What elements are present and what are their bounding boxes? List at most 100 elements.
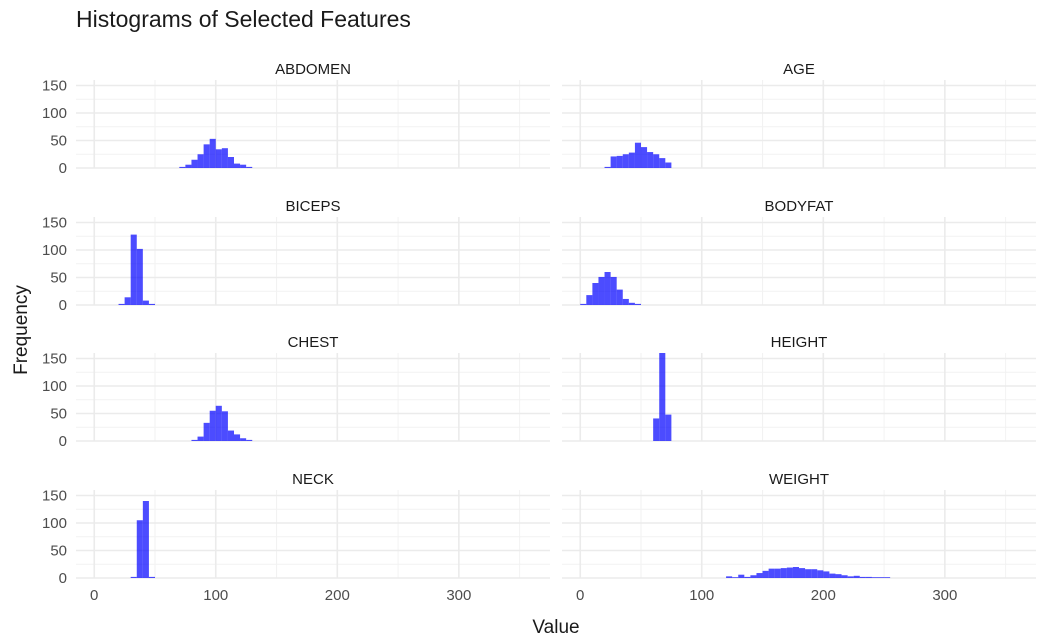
histogram-bar: [124, 297, 131, 305]
histogram-bar: [659, 158, 666, 168]
histogram-bar: [130, 234, 137, 305]
facet-panel-chest: CHEST 0 50 100 150: [42, 334, 550, 450]
histogram-bar: [665, 414, 672, 441]
y-tick-label: 0: [59, 570, 67, 587]
histogram-bar: [136, 248, 143, 305]
histogram-bar: [738, 574, 745, 578]
y-tick-label: 100: [42, 515, 67, 532]
histogram-bar: [142, 300, 149, 305]
histogram-bar: [197, 436, 204, 441]
facet-panel-biceps: BICEPS 0 50 100 150: [42, 198, 550, 314]
histogram-bar: [610, 276, 617, 305]
histogram-bar: [871, 577, 878, 578]
histogram-bar: [659, 353, 666, 441]
histogram-bar: [634, 142, 641, 168]
histogram-bar: [191, 439, 198, 441]
y-axis-title: Frequency: [11, 285, 32, 375]
histogram-bar: [136, 520, 143, 578]
histogram-bar: [841, 575, 848, 578]
histogram-bar: [884, 577, 891, 578]
histogram-bar: [227, 430, 234, 441]
histogram-bar: [774, 568, 781, 578]
histogram-bar: [234, 163, 241, 168]
facet-label: WEIGHT: [769, 471, 829, 488]
facet-panel-age: AGE: [562, 61, 1036, 169]
histogram-bar: [756, 573, 763, 578]
histogram-bar: [786, 567, 793, 578]
histogram-bar: [209, 138, 216, 168]
histogram-bar: [805, 569, 812, 578]
facet-label: ABDOMEN: [275, 61, 351, 78]
histogram-bar: [622, 154, 629, 168]
y-tick-label: 50: [50, 133, 67, 150]
y-tick-label: 0: [59, 160, 67, 177]
histogram-bar: [859, 576, 866, 578]
facet-panel-height: HEIGHT: [562, 334, 1036, 442]
x-tick-label: 0: [576, 587, 584, 604]
y-tick-label: 0: [59, 433, 67, 450]
facet-label: AGE: [783, 61, 815, 78]
x-tick-label: 300: [932, 587, 957, 604]
histogram-bar: [732, 577, 739, 578]
histogram-bar: [598, 276, 605, 305]
histogram-bar: [799, 568, 806, 578]
histogram-bar: [197, 154, 204, 168]
histogram-bar: [744, 576, 751, 578]
x-tick-label: 100: [689, 587, 714, 604]
x-tick-label: 100: [203, 587, 228, 604]
x-tick-label: 0: [90, 587, 98, 604]
y-tick-label: 0: [59, 297, 67, 314]
histogram-bar: [148, 576, 155, 578]
histogram-bar: [780, 568, 787, 578]
facet-panel-abdomen: ABDOMEN 0 50 100 150: [42, 61, 550, 177]
y-tick-label: 150: [42, 351, 67, 368]
histogram-bar: [811, 569, 818, 578]
histogram-bar: [203, 144, 210, 168]
histogram-bar: [185, 164, 192, 168]
y-tick-label: 150: [42, 215, 67, 232]
histogram-bar: [580, 303, 587, 305]
histogram-bar: [726, 576, 733, 578]
x-axis-title: Value: [532, 617, 579, 638]
histogram-bar: [616, 155, 623, 168]
histogram-bar: [829, 573, 836, 578]
histogram-bar: [641, 147, 648, 168]
histogram-bar: [762, 570, 769, 578]
histogram-bar: [847, 576, 854, 578]
facet-panel-weight: WEIGHT 0 100 200 300: [562, 471, 1036, 604]
histogram-bar: [586, 295, 593, 305]
histogram-bar: [221, 411, 228, 441]
histogram-bar: [118, 303, 125, 305]
histogram-bar: [246, 166, 253, 168]
histogram-bar: [616, 289, 623, 305]
histogram-bar: [191, 159, 198, 168]
histogram-bar: [817, 570, 824, 578]
histogram-bar: [653, 418, 660, 441]
histogram-bar: [246, 439, 253, 441]
histogram-bar: [604, 166, 611, 168]
histogram-bar: [209, 410, 216, 441]
histogram-bar: [604, 272, 611, 305]
chart-title: Histograms of Selected Features: [76, 6, 411, 32]
histogram-bar: [835, 574, 842, 578]
histogram-bar: [203, 422, 210, 441]
y-tick-label: 150: [42, 488, 67, 505]
facet-label: BICEPS: [285, 198, 340, 215]
histogram-bar: [215, 149, 222, 168]
histogram-bar: [865, 576, 872, 578]
histogram-bar: [665, 162, 672, 168]
histogram-bar: [878, 577, 885, 578]
histogram-bar: [622, 298, 629, 305]
histogram-bar: [823, 571, 830, 578]
histogram-bar: [853, 575, 860, 578]
y-tick-label: 50: [50, 543, 67, 560]
y-tick-label: 100: [42, 378, 67, 395]
histogram-bar: [148, 303, 155, 305]
y-tick-label: 100: [42, 242, 67, 259]
x-tick-label: 200: [811, 587, 836, 604]
facet-panel-neck: NECK 0 50 100 150 0 100 200 300: [42, 471, 550, 604]
y-tick-label: 150: [42, 78, 67, 95]
histogram-bar: [234, 434, 241, 441]
histogram-bar: [179, 166, 186, 168]
